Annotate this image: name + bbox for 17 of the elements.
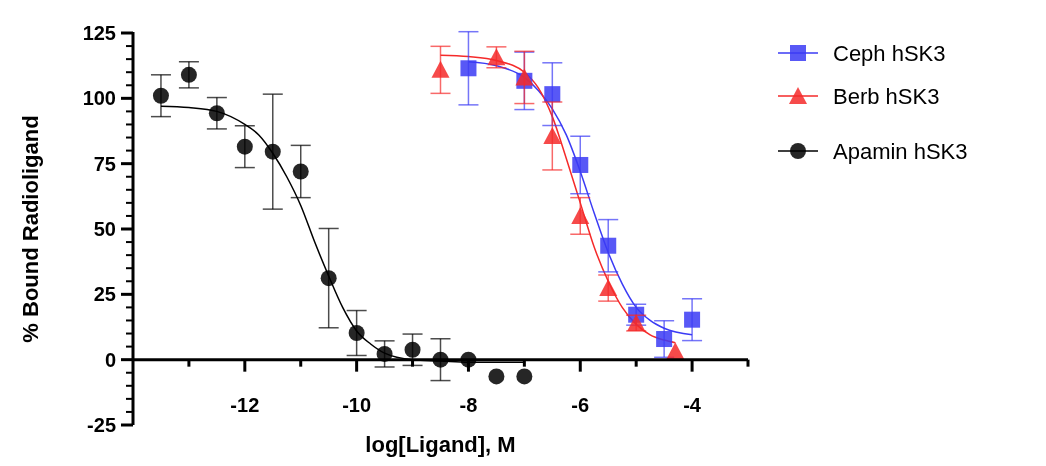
x-tick-label: -10 — [342, 393, 372, 416]
legend-label: Apamin hSK3 — [833, 138, 968, 164]
y-tick-label: 100 — [82, 87, 116, 110]
x-axis-title: log[Ligand], M — [365, 432, 516, 457]
y-tick-label: 125 — [82, 22, 116, 44]
legend-label: Ceph hSK3 — [833, 40, 946, 66]
y-tick-label: 50 — [93, 218, 116, 240]
x-tick-label: -4 — [683, 393, 702, 416]
x-tick-label: -12 — [230, 393, 260, 416]
x-tick-label: -8 — [459, 393, 478, 416]
y-tick-label: 25 — [93, 283, 116, 306]
legend-label: Berb hSK3 — [833, 83, 940, 109]
y-tick-label: -25 — [87, 414, 116, 436]
x-tick-label: -6 — [571, 393, 590, 416]
y-tick-label: 0 — [104, 348, 116, 371]
y-tick-label: 75 — [93, 152, 116, 175]
y-axis-title: % Bound Radioligand — [18, 115, 43, 343]
